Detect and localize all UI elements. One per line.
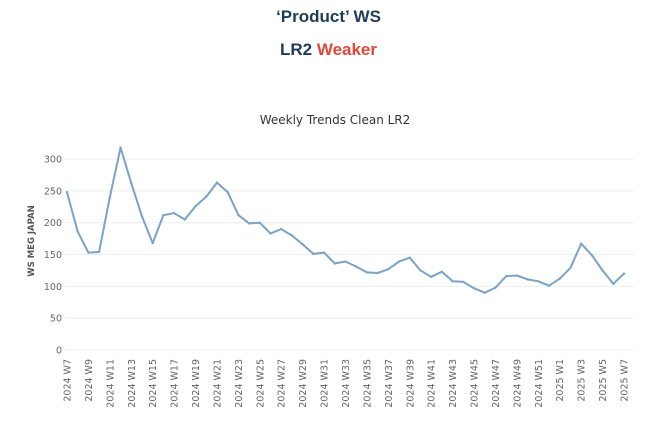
data-point (569, 266, 572, 270)
data-point (344, 260, 347, 263)
data-point (408, 256, 411, 259)
series-group (65, 146, 626, 294)
data-point (526, 278, 529, 281)
y-tick-label: 50 (50, 314, 62, 325)
x-tick-label: 2024 W43 (448, 359, 459, 408)
data-point (247, 222, 251, 225)
x-tick-label: 2024 W45 (470, 359, 481, 408)
data-point (312, 252, 315, 256)
y-tick-label: 150 (44, 250, 62, 261)
data-point (622, 272, 626, 275)
data-point (515, 274, 519, 277)
x-tick-label: 2024 W29 (298, 359, 309, 408)
data-point (290, 234, 294, 237)
data-point (472, 287, 476, 290)
data-point (76, 230, 79, 233)
x-tick-label: 2025 W7 (620, 359, 631, 402)
x-axis-ticks: 2024 W7 2024 W9 2024 W11 2024 W13 2024 W15 20… (63, 359, 631, 408)
data-point (376, 271, 379, 275)
x-tick-label: 2024 W13 (127, 359, 138, 408)
subtitle-segment-lr2: LR2 (279, 40, 313, 59)
data-point (333, 262, 336, 265)
data-point (355, 265, 358, 268)
data-point (205, 195, 208, 198)
y-tick-label: 200 (44, 218, 62, 229)
x-tick-label: 2024 W39 (405, 359, 416, 408)
data-point (119, 146, 122, 149)
y-tick-label: 300 (44, 155, 62, 166)
x-tick-label: 2024 W17 (170, 359, 181, 408)
data-point (440, 270, 444, 273)
x-tick-label: 2024 W33 (341, 359, 352, 408)
x-tick-label: 2024 W27 (277, 359, 288, 408)
y-tick-label: 100 (44, 282, 62, 293)
x-tick-label: 2024 W9 (84, 359, 95, 402)
data-point (269, 232, 272, 235)
data-point (547, 284, 551, 287)
data-point (215, 181, 219, 184)
data-point (579, 242, 583, 245)
data-point (130, 182, 133, 185)
data-point (65, 190, 69, 194)
data-point (558, 277, 561, 280)
x-tick-label: 2024 W7 (63, 359, 74, 402)
page-title: ‘Product’ WS (276, 7, 381, 26)
x-tick-label: 2024 W11 (105, 359, 116, 408)
data-point (387, 267, 390, 271)
data-point (590, 253, 594, 257)
data-point (237, 213, 240, 217)
data-point (108, 196, 112, 199)
x-tick-label: 2025 W5 (598, 359, 609, 402)
x-tick-label: 2024 W19 (191, 359, 202, 408)
data-point (483, 291, 486, 294)
gridlines (65, 158, 634, 351)
data-point (397, 260, 401, 263)
y-axis-ticks: 0 50 100 150 200 250 300 (44, 155, 62, 357)
data-point (365, 271, 369, 274)
page-subtitle: LR2 Weaker (0, 40, 657, 60)
data-point (258, 221, 262, 224)
data-point (419, 269, 422, 272)
data-point (429, 275, 433, 279)
data-point (537, 280, 540, 283)
data-point (194, 204, 197, 208)
data-point (87, 251, 90, 254)
data-point (183, 218, 187, 221)
x-tick-label: 2024 W25 (255, 359, 266, 408)
x-tick-label: 2024 W51 (534, 359, 545, 408)
x-tick-label: 2024 W31 (320, 359, 331, 408)
x-tick-label: 2024 W21 (212, 359, 223, 408)
data-point (612, 282, 615, 286)
data-point (280, 227, 283, 231)
data-point (462, 280, 465, 284)
data-point (601, 269, 604, 272)
data-point (97, 250, 101, 254)
data-point (451, 280, 454, 283)
y-tick-label: 250 (44, 186, 62, 197)
chart-title: Weekly Trends Clean LR2 (260, 113, 411, 127)
data-point (162, 213, 165, 217)
x-tick-label: 2024 W35 (362, 359, 373, 408)
x-tick-label: 2024 W41 (427, 359, 438, 408)
data-point (301, 243, 304, 246)
x-tick-label: 2025 W3 (577, 359, 588, 402)
x-tick-label: 2024 W37 (384, 359, 395, 408)
data-point (322, 251, 326, 254)
data-point (494, 286, 497, 289)
x-tick-label: 2025 W1 (555, 359, 566, 402)
x-tick-label: 2024 W49 (512, 359, 523, 408)
data-point (151, 241, 154, 245)
x-tick-label: 2024 W15 (148, 359, 159, 408)
x-tick-label: 2024 W47 (491, 359, 502, 408)
x-tick-label: 2024 W23 (234, 359, 245, 408)
y-tick-label: 0 (56, 346, 62, 357)
data-point (504, 274, 508, 278)
series-line (66, 146, 625, 294)
y-axis-label: WS MEG JAPAN (27, 205, 37, 277)
data-point (226, 190, 229, 194)
subtitle-segment-weaker: Weaker (316, 40, 378, 59)
data-point (172, 211, 176, 215)
data-point (140, 215, 144, 218)
